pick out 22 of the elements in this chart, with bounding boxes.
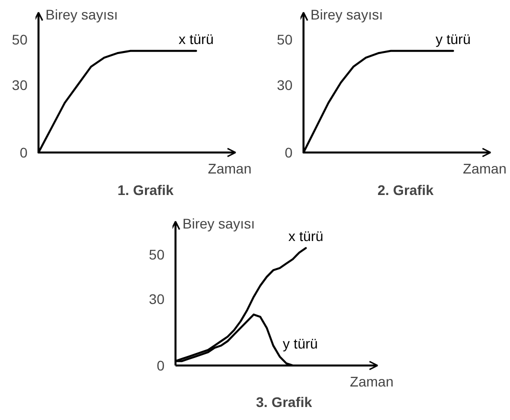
y-axis-title: Birey sayısı: [182, 216, 255, 232]
y-axis-title: Birey sayısı: [46, 6, 118, 22]
y-tick-label: 30: [12, 76, 28, 93]
y-tick-label: 0: [284, 144, 293, 160]
y-tick-label: 50: [12, 32, 28, 48]
series-label: x türü: [178, 30, 214, 47]
series-label: x türü: [288, 228, 324, 244]
x-axis-title: Zaman: [350, 374, 394, 390]
x-axis-title: Zaman: [208, 160, 252, 176]
x-axis-title: Zaman: [462, 160, 507, 176]
y-tick-label: 30: [148, 291, 165, 308]
y-tick-label: 0: [20, 144, 28, 160]
y-tick-label: 0: [156, 358, 165, 374]
y-tick-label: 50: [148, 246, 165, 263]
text: 3. Grafik: [256, 394, 312, 410]
series-label: y türü: [436, 30, 471, 47]
text: 2. Grafik: [377, 182, 434, 198]
text: 1. Grafik: [117, 182, 174, 198]
series-label: y türü: [282, 336, 318, 352]
y-tick-label: 30: [276, 76, 293, 93]
y-tick-label: 50: [276, 32, 293, 48]
y-axis-title: Birey sayısı: [310, 6, 383, 22]
